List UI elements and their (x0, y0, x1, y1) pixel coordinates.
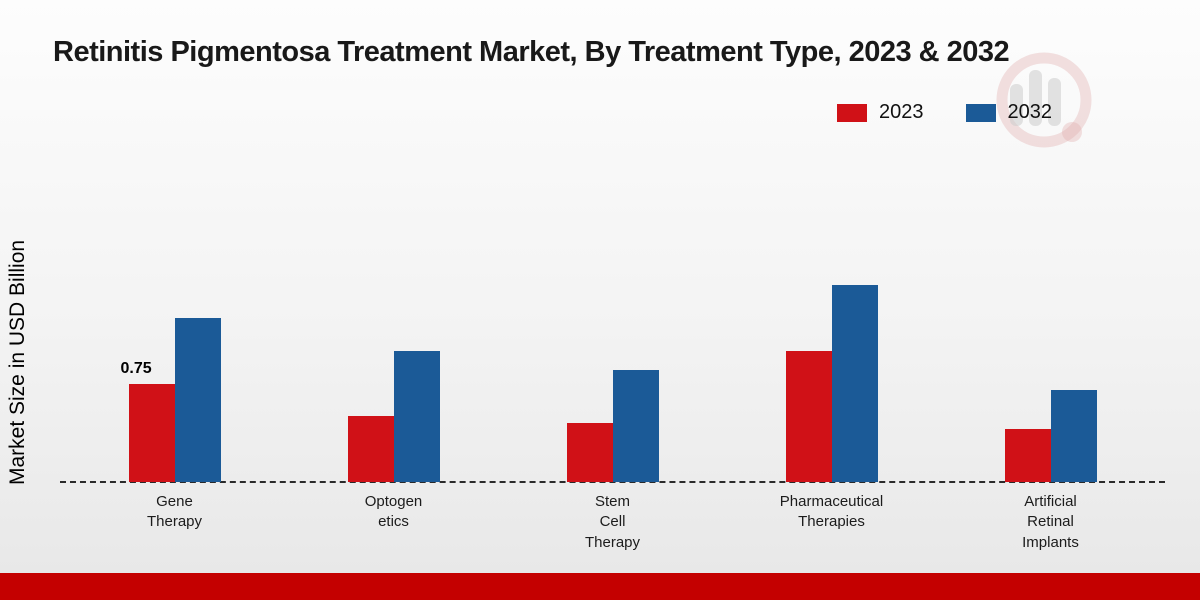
bar-group-2: Optogen etics (284, 272, 503, 530)
bar-pair (1004, 390, 1097, 482)
category-label-4: Pharmaceutical Therapies (779, 493, 884, 531)
bar-group-1: 0.75 Gene Therapy (65, 272, 284, 530)
bar-group-5: Artificial Retinal Implants (941, 272, 1160, 551)
legend-swatch-2032 (965, 103, 996, 122)
legend-item-2023: 2023 (837, 101, 924, 124)
bar-group-4: Pharmaceutical Therapies (722, 272, 941, 530)
bar-pair (785, 285, 878, 482)
y-axis-label: Market Size in USD Billion (6, 239, 29, 486)
legend-label-2032: 2032 (1007, 101, 1053, 123)
bar-group-3: Stem Cell Therapy (503, 272, 722, 551)
footer-accent-bar (0, 573, 1200, 600)
bar-pair (566, 370, 659, 482)
bar-pair: 0.75 (121, 318, 221, 482)
legend: 2023 2032 (837, 101, 1052, 124)
bar-value-label: 0.75 (120, 360, 152, 377)
bar-2032-4 (831, 285, 878, 482)
category-label-5: Artificial Retinal Implants (1022, 493, 1079, 551)
bar-2023-3 (566, 423, 613, 482)
legend-label-2023: 2023 (879, 101, 924, 123)
legend-item-2032: 2032 (965, 101, 1053, 124)
bar-2023-5 (1004, 429, 1051, 482)
bar-2023-2 (347, 416, 394, 482)
bar-2023-1: 0.75 (121, 360, 175, 482)
x-axis-baseline (60, 481, 1165, 483)
bar-2032-3 (612, 370, 659, 482)
bar-2032-2 (393, 351, 440, 482)
category-label-1: Gene Therapy (146, 493, 203, 531)
chart-title: Retinitis Pigmentosa Treatment Market, B… (53, 36, 1010, 68)
watermark-logo (996, 52, 1092, 148)
bar-pair (347, 351, 440, 482)
bar-2032-5 (1050, 390, 1097, 482)
category-label-3: Stem Cell Therapy (584, 493, 641, 551)
bar-2032-1 (174, 318, 221, 482)
legend-swatch-2023 (837, 103, 867, 122)
plot-area: 0.75 Gene Therapy Optogen etics Stem Cell T… (65, 272, 1160, 551)
bar-2023-4 (785, 351, 832, 482)
category-label-2: Optogen etics (364, 493, 423, 531)
